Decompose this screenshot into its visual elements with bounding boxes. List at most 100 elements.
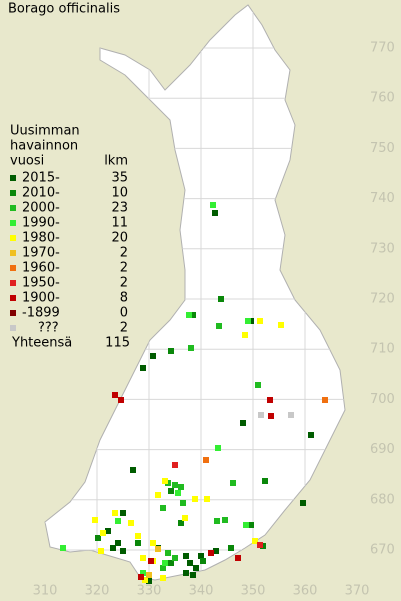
y-label: 760 <box>370 91 395 106</box>
x-label: 340 <box>189 584 214 599</box>
legend-swatch <box>10 325 16 331</box>
observation-square <box>204 496 210 502</box>
observation-square <box>228 545 234 551</box>
observation-square <box>248 522 254 528</box>
observation-square <box>258 412 264 418</box>
observation-square <box>267 397 273 403</box>
observation-square <box>155 492 161 498</box>
legend-label: 2000- <box>22 201 60 216</box>
observation-square <box>135 533 141 539</box>
observation-square <box>172 462 178 468</box>
observation-square <box>162 478 168 484</box>
legend-label: ??? <box>38 321 59 336</box>
y-label: 670 <box>370 543 395 558</box>
observation-square <box>160 505 166 511</box>
observation-square <box>230 480 236 486</box>
observation-square <box>120 510 126 516</box>
legend-count: 23 <box>111 201 128 216</box>
observation-square <box>115 540 121 546</box>
observation-square <box>95 535 101 541</box>
observation-square <box>92 517 98 523</box>
observation-square <box>150 353 156 359</box>
observation-square <box>178 520 184 526</box>
observation-square <box>308 432 314 438</box>
observation-square <box>213 548 219 554</box>
x-label: 370 <box>345 584 370 599</box>
y-label: 680 <box>370 492 395 507</box>
observation-square <box>198 553 204 559</box>
observation-square <box>186 312 192 318</box>
x-label: 350 <box>241 584 266 599</box>
legend-label: 1990- <box>22 216 60 231</box>
observation-square <box>115 518 121 524</box>
observation-square <box>112 510 118 516</box>
observation-square <box>150 540 156 546</box>
total: 115 <box>105 336 130 351</box>
observation-square <box>203 457 209 463</box>
observation-square <box>212 210 218 216</box>
legend-swatch <box>10 205 16 211</box>
observation-square <box>168 488 174 494</box>
legend-label: 2015- <box>22 171 60 186</box>
legend-count: 2 <box>120 261 128 276</box>
legend-count: 11 <box>111 216 128 231</box>
title: Borago officinalis <box>8 2 120 17</box>
observation-square <box>160 575 166 581</box>
legend-swatch <box>10 175 16 181</box>
observation-square <box>243 522 249 528</box>
observation-square <box>112 392 118 398</box>
legend-label: 1950- <box>22 276 60 291</box>
observation-square <box>160 565 166 571</box>
observation-square <box>190 572 196 578</box>
legend-heading: Uusimman <box>10 124 80 139</box>
observation-square <box>216 323 222 329</box>
country-outline <box>44 4 346 581</box>
observation-square <box>155 546 161 552</box>
observation-square <box>200 558 206 564</box>
legend-swatch <box>10 220 16 226</box>
observation-square <box>288 412 294 418</box>
x-label: 330 <box>137 584 162 599</box>
legend-label: 1900- <box>22 291 60 306</box>
legend-label: 1960- <box>22 261 60 276</box>
legend-label: 2010- <box>22 186 60 201</box>
observation-square <box>215 445 221 451</box>
observation-square <box>98 548 104 554</box>
legend-swatch <box>10 295 16 301</box>
observation-square <box>262 478 268 484</box>
legend-count: 2 <box>120 276 128 291</box>
legend-swatch <box>10 250 16 256</box>
legend-swatch <box>10 280 16 286</box>
observation-square <box>138 574 144 580</box>
observation-square <box>222 517 228 523</box>
observation-square <box>188 345 194 351</box>
observation-square <box>178 484 184 490</box>
observation-square <box>182 515 188 521</box>
y-label: 730 <box>370 241 395 256</box>
observation-square <box>110 545 116 551</box>
observation-square <box>240 420 246 426</box>
legend-heading: vuosi <box>10 154 44 169</box>
observations <box>60 202 328 584</box>
observation-square <box>214 518 220 524</box>
observation-square <box>130 467 136 473</box>
observation-square <box>218 296 224 302</box>
legend-heading: havainnon <box>10 139 78 154</box>
y-label: 770 <box>370 41 395 56</box>
observation-square <box>172 482 178 488</box>
observation-square <box>146 578 152 584</box>
y-label: 700 <box>370 392 395 407</box>
observation-square <box>300 500 306 506</box>
observation-square <box>210 202 216 208</box>
legend-count: 2 <box>120 321 128 336</box>
observation-square <box>257 542 263 548</box>
legend-swatch <box>10 265 16 271</box>
legend-label: 1980- <box>22 231 60 246</box>
observation-square <box>128 520 134 526</box>
observation-square <box>183 553 189 559</box>
observation-square <box>193 565 199 571</box>
legend-swatch <box>10 235 16 241</box>
observation-square <box>255 382 261 388</box>
legend-count: 2 <box>120 246 128 261</box>
